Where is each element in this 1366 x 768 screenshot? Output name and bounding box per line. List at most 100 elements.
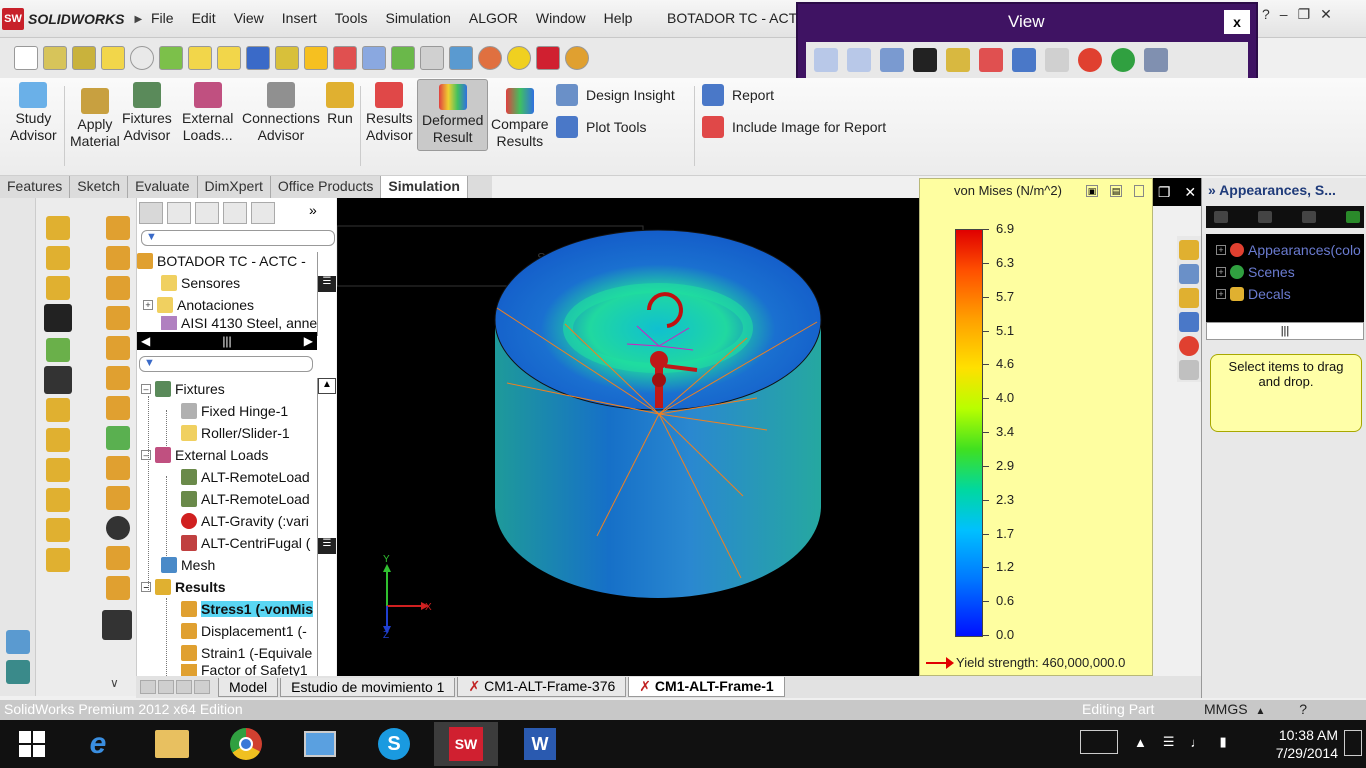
- feature-tree-tab-icon[interactable]: [139, 202, 163, 224]
- insert-bends-icon[interactable]: [102, 610, 132, 640]
- scene-icon[interactable]: [1111, 48, 1135, 72]
- scroll-thumb-icon[interactable]: |||: [1280, 325, 1290, 337]
- prev-tab-icon[interactable]: [158, 680, 174, 694]
- scroll-handle-icon[interactable]: ☰: [318, 538, 336, 554]
- restore-icon[interactable]: ❐: [1157, 183, 1171, 200]
- statistics-icon[interactable]: [159, 46, 183, 70]
- tab-model[interactable]: Model: [218, 677, 279, 697]
- clock-icon[interactable]: [130, 46, 154, 70]
- display-manager-tab-icon[interactable]: [251, 202, 275, 224]
- revolve-icon[interactable]: [44, 304, 72, 332]
- check-list-icon[interactable]: [391, 46, 415, 70]
- tree-item-appearances[interactable]: + Appearances(colo: [1216, 242, 1361, 258]
- menu-window[interactable]: Window: [535, 10, 586, 26]
- stop-icon[interactable]: [536, 46, 560, 70]
- tree-item-results[interactable]: – Results: [141, 576, 226, 598]
- task-pane-scrollbar[interactable]: |||: [1206, 322, 1364, 340]
- file-explorer-icon[interactable]: [1179, 288, 1199, 308]
- miter-flange-icon[interactable]: [106, 306, 130, 330]
- chamfer-icon[interactable]: [46, 428, 70, 452]
- draft-icon[interactable]: [46, 488, 70, 512]
- jog-icon[interactable]: [106, 366, 130, 390]
- volume-icon[interactable]: ♩: [1190, 734, 1204, 750]
- scroll-handle-icon[interactable]: ☰: [318, 276, 336, 292]
- unfold-icon[interactable]: [106, 456, 130, 480]
- fold-icon[interactable]: [106, 486, 130, 510]
- tree-item-roller-slider[interactable]: Roller/Slider-1: [181, 422, 290, 444]
- verify-icon[interactable]: [217, 46, 241, 70]
- task-pane-title[interactable]: » Appearances, S...: [1208, 182, 1336, 198]
- wrap-icon[interactable]: [46, 548, 70, 572]
- section-view-icon[interactable]: [913, 48, 937, 72]
- zoom-area-icon[interactable]: [847, 48, 871, 72]
- plot-tools-button[interactable]: Plot Tools ▼: [556, 116, 722, 138]
- scroll-right-icon[interactable]: ▶: [303, 334, 313, 348]
- taskbar-skype[interactable]: S: [362, 722, 426, 766]
- tree-item-strain[interactable]: Strain1 (-Equivale: [181, 642, 312, 664]
- view-palette-icon[interactable]: [1179, 312, 1199, 332]
- graphics-area[interactable]: Stress1: [337, 198, 919, 676]
- no-bends-icon[interactable]: [106, 516, 130, 540]
- menu-algor[interactable]: ALGOR: [468, 10, 518, 26]
- minimize-icon[interactable]: –: [1279, 6, 1288, 22]
- results-advisor-button[interactable]: Results Advisor: [366, 82, 413, 144]
- sum-icon[interactable]: [246, 46, 270, 70]
- tab-dimxpert[interactable]: DimXpert: [198, 176, 271, 198]
- taskbar-chrome[interactable]: [214, 722, 278, 766]
- curvature-icon[interactable]: [275, 46, 299, 70]
- edge-flange-icon[interactable]: [106, 276, 130, 300]
- view-settings-icon[interactable]: [1144, 48, 1168, 72]
- check-icon[interactable]: [188, 46, 212, 70]
- tree-item-material[interactable]: AISI 4130 Steel, anne: [161, 316, 317, 330]
- tree-item-sensors[interactable]: Sensores: [161, 272, 240, 294]
- legend-settings-icon[interactable]: ▤: [1110, 185, 1122, 197]
- close-icon[interactable]: x: [1224, 10, 1250, 34]
- measure-icon[interactable]: [43, 46, 67, 70]
- zoom-fit-icon[interactable]: [814, 48, 838, 72]
- sensor-icon[interactable]: [449, 46, 473, 70]
- scroll-up-icon[interactable]: ▲: [318, 378, 336, 394]
- study-tree-scrollbar[interactable]: ▲ ☰: [317, 378, 336, 676]
- vertical-scrollbar[interactable]: ☰: [317, 252, 336, 336]
- 3d-sketch-icon[interactable]: [46, 216, 70, 240]
- tree-item-gravity[interactable]: ALT-Gravity (:vari: [181, 510, 309, 532]
- up-icon[interactable]: [1302, 211, 1316, 223]
- display-style-icon[interactable]: [979, 48, 1003, 72]
- rip-icon[interactable]: [106, 546, 130, 570]
- battery-icon[interactable]: ▮: [1219, 734, 1227, 749]
- tab-features[interactable]: Features: [0, 176, 71, 198]
- design-library-icon[interactable]: [1179, 264, 1199, 284]
- connections-advisor-button[interactable]: Connections Advisor: [242, 82, 320, 144]
- menu-tools[interactable]: Tools: [334, 10, 368, 26]
- base-flange-icon[interactable]: [106, 246, 130, 270]
- expand-icon[interactable]: +: [143, 300, 153, 310]
- sweep-icon[interactable]: [46, 338, 70, 362]
- macro-icon[interactable]: [6, 630, 30, 654]
- globe-icon[interactable]: [565, 46, 589, 70]
- fixtures-advisor-button[interactable]: Fixtures Advisor: [122, 82, 172, 144]
- keyboard-icon[interactable]: [1080, 730, 1118, 754]
- compare-icon[interactable]: [362, 46, 386, 70]
- menu-view[interactable]: View: [233, 10, 264, 26]
- solidworks-logo[interactable]: SW SOLIDWORKS ▶: [2, 6, 142, 32]
- dimxpert-tab-icon[interactable]: [223, 202, 247, 224]
- close-icon[interactable]: ✕: [1320, 6, 1332, 22]
- forward-icon[interactable]: [1258, 211, 1272, 223]
- tab-motion-study[interactable]: Estudio de movimiento 1: [280, 677, 456, 697]
- quick-tips-icon[interactable]: ?: [1299, 701, 1308, 717]
- screen-capture-icon[interactable]: [6, 660, 30, 684]
- loft-icon[interactable]: [44, 366, 72, 394]
- menu-help[interactable]: Help: [603, 10, 633, 26]
- configuration-tab-icon[interactable]: [195, 202, 219, 224]
- view-toolbar-window[interactable]: View x: [796, 2, 1258, 82]
- next-tab-icon[interactable]: [176, 680, 192, 694]
- scroll-left-icon[interactable]: ◀: [141, 334, 151, 348]
- confirm-icon[interactable]: [507, 46, 531, 70]
- legend-options-icon[interactable]: ▣: [1086, 185, 1098, 197]
- filter-input[interactable]: ▼: [141, 230, 335, 246]
- view-orientation-icon[interactable]: [946, 48, 970, 72]
- taskbar-internet-explorer[interactable]: e: [66, 722, 130, 766]
- horizontal-scrollbar[interactable]: ◀ ||| ▶: [137, 332, 317, 350]
- property-manager-tab-icon[interactable]: [167, 202, 191, 224]
- taskbar-file-explorer[interactable]: [140, 722, 204, 766]
